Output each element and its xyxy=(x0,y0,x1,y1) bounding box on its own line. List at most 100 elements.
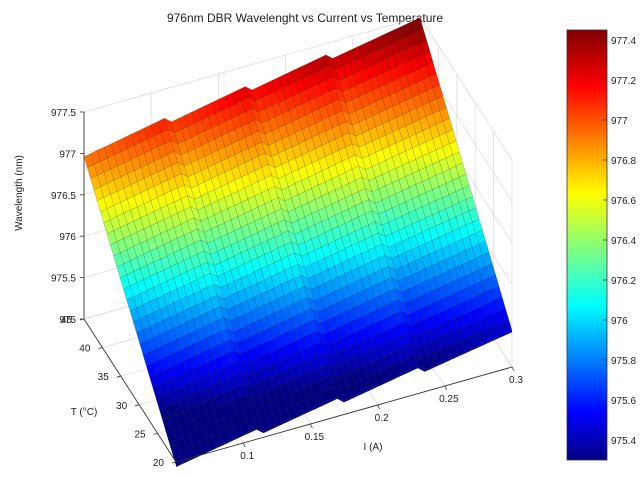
y-axis-line xyxy=(83,318,177,463)
surface-edge-patch xyxy=(391,375,398,381)
z-tick-label: 977 xyxy=(59,149,76,160)
surface-edge-patch xyxy=(176,462,183,467)
surface-edge-patch xyxy=(216,443,223,449)
surface-edge-patch xyxy=(310,406,318,412)
surface-edge-patch xyxy=(297,412,304,418)
grid-line xyxy=(83,16,421,113)
x-tick-label: 0.1 xyxy=(240,451,254,462)
surface-edge-patch xyxy=(243,431,250,436)
surface-edge-patch xyxy=(431,364,439,369)
grid-line xyxy=(419,16,513,161)
x-tick-mark xyxy=(511,366,515,372)
surface-edge-patch xyxy=(276,422,284,427)
surface-edge-patch xyxy=(485,339,492,345)
x-tick-label: 0.25 xyxy=(439,394,459,405)
x-axis-line xyxy=(175,366,513,463)
surface-edge-patch xyxy=(424,367,432,372)
surface-edge-patch xyxy=(498,333,506,339)
y-tick-mark xyxy=(153,433,158,435)
colorbar-tick-label: 976 xyxy=(611,316,628,327)
surface-edge-patch xyxy=(404,369,412,375)
y-tick-label: 40 xyxy=(79,344,91,355)
surface-edge-patch xyxy=(505,330,512,336)
y-tick-label: 30 xyxy=(116,401,128,412)
surface-edge-patch xyxy=(229,437,237,443)
surface-patch xyxy=(495,296,506,312)
surface-edge-patch xyxy=(397,372,405,378)
z-tick-label: 977.5 xyxy=(51,108,76,119)
surface-edge-patch xyxy=(323,400,331,406)
z-tick-label: 975 xyxy=(59,315,76,326)
surface-plot xyxy=(83,17,513,467)
surface-edge-patch xyxy=(438,360,445,366)
surface-edge-patch xyxy=(223,440,230,446)
surface-edge-patch xyxy=(290,415,297,421)
y-tick-mark xyxy=(98,347,103,349)
surface-edge-patch xyxy=(270,425,277,430)
chart-title: 976nm DBR Wavelenght vs Current vs Tempe… xyxy=(167,11,443,25)
colorbar xyxy=(566,29,608,461)
surface-edge-patch xyxy=(411,366,418,372)
surface-edge-patch xyxy=(263,428,271,434)
colorbar-tick-label: 975.8 xyxy=(611,356,636,367)
z-axis-label: Wavelength (nm) xyxy=(14,155,25,231)
x-tick-mark xyxy=(444,385,448,391)
surface-edge-patch xyxy=(478,342,486,348)
surface-edge-patch xyxy=(337,397,344,403)
surface-patch xyxy=(482,252,493,267)
colorbar-tick-label: 977 xyxy=(611,116,628,127)
surface-edge-patch xyxy=(458,351,465,357)
surface-edge-patch xyxy=(202,449,210,455)
surface-edge-patch xyxy=(330,397,338,402)
y-tick-label: 35 xyxy=(98,372,110,383)
surface-edge-patch xyxy=(350,394,358,400)
surface-edge-patch xyxy=(417,366,425,372)
y-tick-label: 45 xyxy=(61,315,73,326)
x-tick-label: 0.2 xyxy=(375,413,389,424)
surface-edge-patch xyxy=(384,378,391,384)
surface-edge-patch xyxy=(182,459,190,464)
y-tick-mark xyxy=(135,404,140,407)
axis-lines xyxy=(83,112,513,463)
colorbar-tick-label: 975.6 xyxy=(611,396,636,407)
colorbar-tick-label: 977.4 xyxy=(611,36,636,47)
y-tick-mark xyxy=(171,461,177,464)
y-tick-mark xyxy=(116,375,121,378)
colorbar-tick-label: 977.2 xyxy=(611,76,636,87)
surface-patch xyxy=(426,62,437,78)
colorbar-tick-label: 976.4 xyxy=(611,236,636,247)
y-axis-label: T (°C) xyxy=(71,407,98,418)
surface-edge-patch xyxy=(357,391,365,397)
z-tick-label: 976 xyxy=(59,232,76,243)
surface-edge-patch xyxy=(303,409,311,415)
x-tick-label: 0.15 xyxy=(305,432,325,443)
surface-patch xyxy=(413,17,424,33)
surface-patch xyxy=(419,39,431,55)
surface-edge-patch xyxy=(377,382,385,387)
colorbar-tick-labels: 975.4 975.6 975.8 976 976.2 976.4 976.6 976.8 97… xyxy=(603,36,636,447)
surface-edge-patch xyxy=(471,345,479,351)
x-tick-label: 0.3 xyxy=(509,375,523,386)
x-tick-mark xyxy=(377,404,380,410)
colorbar-tick-label: 976.8 xyxy=(611,156,636,167)
surface-edge-patch xyxy=(364,388,371,393)
surface-edge-patch xyxy=(465,348,472,354)
surface-patch xyxy=(459,173,470,189)
colorbar-tick-label: 976.2 xyxy=(611,276,636,287)
surface-edge-patch xyxy=(256,427,264,434)
surface-edge-patch xyxy=(370,385,378,390)
surface-edge-patch xyxy=(444,357,452,363)
surface-patch xyxy=(436,95,447,111)
surface-edge-patch xyxy=(283,419,291,424)
surface-edge-patch xyxy=(344,397,351,403)
surface-edge-patch xyxy=(491,336,499,342)
surface-edge-patch xyxy=(249,427,257,433)
z-tick-label: 976.5 xyxy=(51,191,76,202)
z-tick-label: 975.5 xyxy=(51,274,76,285)
surface-edge-patch xyxy=(317,403,324,409)
x-tick-mark xyxy=(242,442,246,448)
surface-edge-patch xyxy=(209,446,217,452)
x-tick-mark xyxy=(310,423,313,429)
